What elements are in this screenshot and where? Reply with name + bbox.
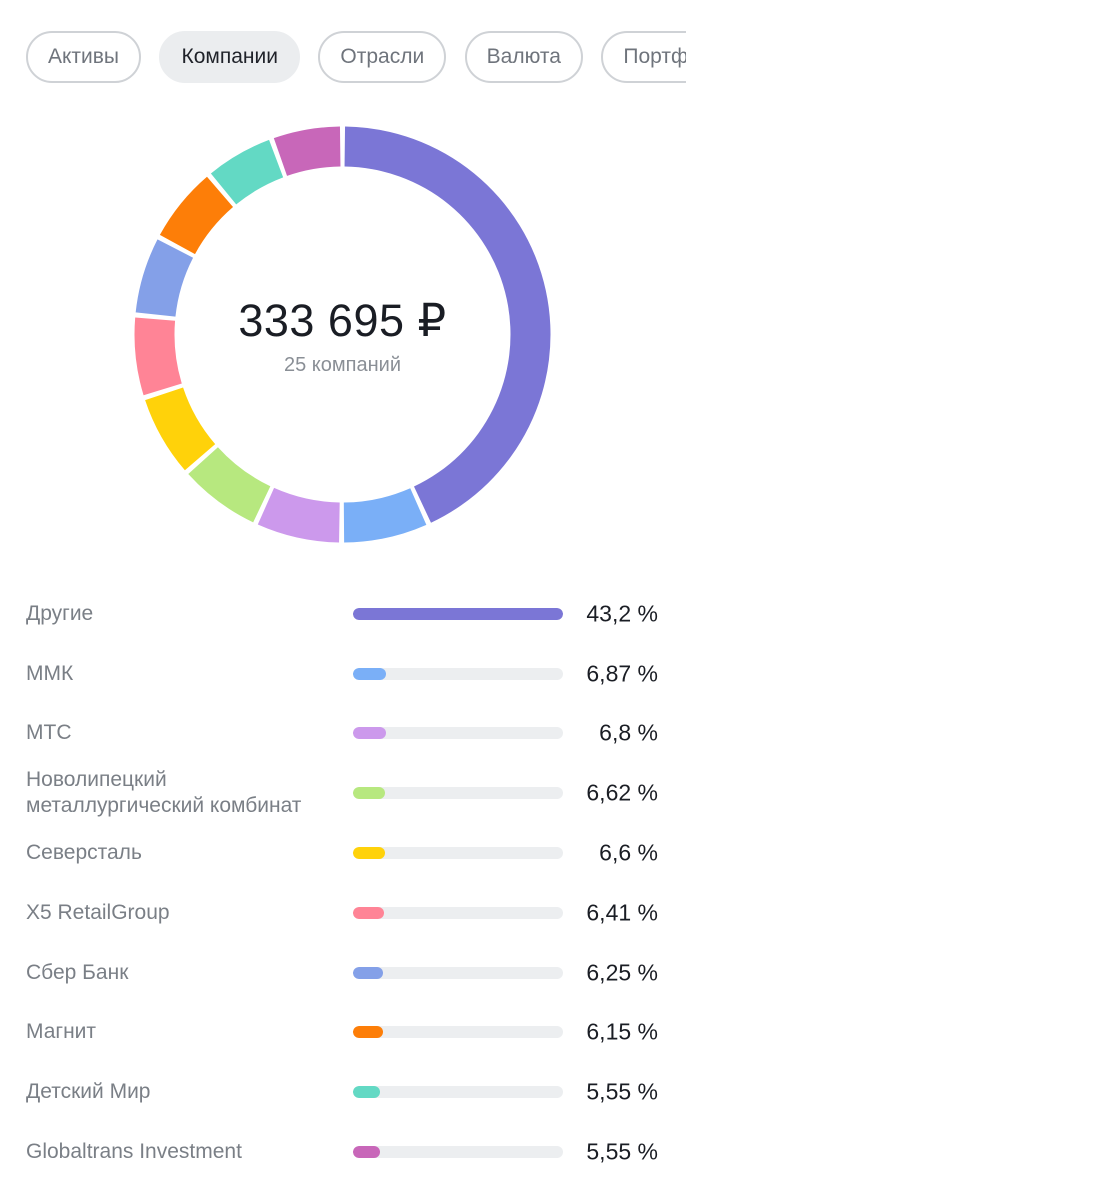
donut-segment-2[interactable] — [343, 488, 427, 543]
legend-value: 5,55 % — [586, 1138, 658, 1165]
legend-bar — [353, 906, 385, 919]
legend-label: X5 RetailGroup — [26, 900, 170, 924]
legend-label: Другие — [26, 601, 94, 625]
legend-row[interactable]: Магнит 6,15 % — [26, 1003, 676, 1063]
donut-segment-1[interactable] — [344, 126, 551, 523]
legend-bar-track — [353, 1026, 563, 1039]
legend-bar — [353, 787, 386, 800]
legend-bar-track — [353, 1146, 563, 1159]
legend-row[interactable]: Северсталь 6,6 % — [26, 823, 676, 883]
legend-bar — [353, 1026, 383, 1039]
donut-segment-5[interactable] — [145, 387, 216, 471]
portfolio-total-value: 333 695 ₽ — [238, 295, 447, 346]
legend-row[interactable]: X5 RetailGroup 6,41 % — [26, 883, 676, 943]
legend-row[interactable]: Другие 43,2 % — [26, 584, 676, 644]
donut-segment-9[interactable] — [210, 139, 284, 205]
legend-label: ММК — [26, 661, 74, 685]
legend-bar-track — [353, 906, 563, 919]
legend-bar-track — [353, 1086, 563, 1099]
legend-bar — [353, 1086, 380, 1099]
legend-row[interactable]: Сбер Банк 6,25 % — [26, 943, 676, 1003]
legend-bar-track — [353, 667, 563, 680]
legend-bar — [353, 727, 387, 740]
legend-value: 6,41 % — [586, 899, 658, 926]
legend-value: 6,25 % — [586, 959, 658, 986]
companies-legend: Другие 43,2 % ММК 6,87 % МТС 6,8 % Новолипецки… — [26, 584, 676, 1182]
category-tabs: Активы Компании Отрасли Валюта Портфели — [26, 31, 686, 85]
legend-label: Globaltrans Investment — [26, 1140, 242, 1164]
donut-center: 333 695 ₽ 25 компаний — [130, 122, 555, 547]
legend-value: 6,8 % — [599, 719, 658, 746]
donut-segment-3[interactable] — [257, 487, 340, 543]
legend-bar-track — [353, 847, 563, 860]
legend-bar-track — [353, 787, 563, 800]
tab-companies[interactable]: Компании — [159, 31, 300, 83]
legend-bar — [353, 607, 563, 620]
legend-bar — [353, 1146, 380, 1159]
legend-bar-track — [353, 966, 563, 979]
tab-industries[interactable]: Отрасли — [318, 31, 447, 83]
legend-value: 43,2 % — [586, 600, 658, 627]
legend-label: Новолипецкий металлургический комбинат — [26, 768, 302, 818]
legend-row[interactable]: Globaltrans Investment 5,55 % — [26, 1122, 676, 1182]
tab-assets[interactable]: Активы — [26, 31, 142, 83]
legend-row[interactable]: ММК 6,87 % — [26, 644, 676, 704]
legend-bar-track — [353, 607, 563, 620]
legend-value: 6,15 % — [586, 1018, 658, 1045]
legend-value: 6,6 % — [599, 839, 658, 866]
donut-chart: 333 695 ₽ 25 компаний — [130, 122, 555, 547]
legend-bar — [353, 966, 384, 979]
tab-portfolios[interactable]: Портфели — [601, 31, 686, 83]
legend-row[interactable]: Новолипецкий металлургический комбинат 6,… — [26, 763, 676, 823]
legend-value: 5,55 % — [586, 1078, 658, 1105]
legend-label: Северсталь — [26, 841, 142, 865]
legend-label: Детский Мир — [26, 1080, 151, 1104]
donut-segment-4[interactable] — [188, 447, 271, 523]
legend-label: Магнит — [26, 1020, 97, 1044]
company-count: 25 компаний — [284, 354, 401, 376]
donut-segment-7[interactable] — [135, 239, 194, 317]
legend-bar-track — [353, 727, 563, 740]
legend-value: 6,62 % — [586, 779, 658, 806]
donut-segment-10[interactable] — [273, 126, 341, 176]
legend-label: Сбер Банк — [26, 960, 129, 984]
legend-row[interactable]: МТС 6,8 % — [26, 704, 676, 764]
tab-currency[interactable]: Валюта — [464, 31, 583, 83]
legend-bar — [353, 667, 387, 680]
donut-svg — [134, 126, 551, 543]
legend-label: МТС — [26, 721, 72, 745]
legend-row[interactable]: Детский Мир 5,55 % — [26, 1062, 676, 1122]
donut-segment-6[interactable] — [134, 317, 182, 396]
donut-segment-8[interactable] — [159, 176, 234, 255]
legend-value: 6,87 % — [586, 660, 658, 687]
legend-bar — [353, 847, 386, 860]
